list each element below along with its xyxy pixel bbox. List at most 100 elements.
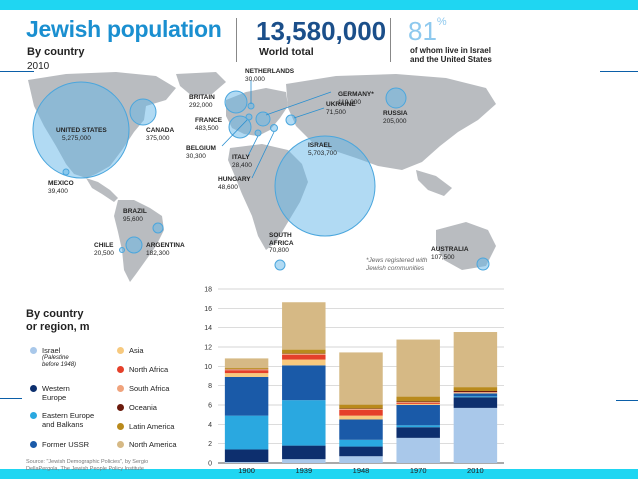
bubble-israel (274, 135, 376, 237)
label-britain: BRITAIN 292,000 (189, 94, 215, 109)
bar-segment (453, 332, 498, 388)
y-tick-label: 18 (204, 287, 212, 294)
legend-swatch (117, 423, 124, 430)
bubble-italy (254, 129, 262, 137)
left-rule (0, 71, 34, 72)
y-tick-label: 12 (204, 345, 212, 352)
leader-germany (265, 91, 332, 116)
bar-segment (282, 445, 326, 460)
map-footnote: *Jews registered with Jewish communities (366, 257, 428, 272)
y-tick-label: 4 (208, 422, 212, 429)
legend-item-former-ussr: Former USSR (30, 440, 89, 449)
legend-swatch (30, 347, 37, 354)
label-ukraine: UKRAINE 71,500 (326, 101, 356, 116)
x-tick-label: 1970 (410, 466, 427, 473)
bar-segment (396, 404, 440, 405)
label-mexico: MEXICO 39,400 (48, 180, 74, 195)
x-tick-label: 1948 (353, 466, 370, 473)
legend-item-north-africa: North Africa (117, 365, 168, 374)
bar-segment (224, 358, 269, 369)
bar-segment (339, 446, 383, 457)
bar-segment (224, 369, 269, 371)
bar-segment (396, 396, 440, 402)
legend-swatch (117, 385, 124, 392)
bar-segment (224, 373, 269, 377)
bubble-mexico (62, 168, 70, 176)
southeast-asia-land (416, 170, 452, 196)
x-tick-label: 1939 (295, 466, 312, 473)
bar-segment (282, 349, 326, 354)
bar-segment (339, 415, 383, 420)
legend-item-asia: Asia (117, 346, 144, 355)
bar-segment (282, 302, 326, 350)
bar-segment (282, 400, 326, 446)
label-canada: CANADA 375,000 (146, 127, 175, 142)
label-australia: AUSTRALIA 107,500 (431, 246, 469, 261)
page-title: Jewish population (26, 16, 222, 42)
bar-segment (339, 352, 383, 405)
bar-segment (339, 419, 383, 440)
legend-swatch (117, 347, 124, 354)
legend-swatch (30, 441, 37, 448)
header-divider-2 (390, 18, 391, 62)
bubble-russia (385, 87, 407, 109)
bar-segment (396, 403, 440, 405)
leader-italy (247, 135, 259, 157)
subtitle: By country (27, 46, 85, 58)
y-tick-label: 6 (208, 403, 212, 410)
legend-item-israel: Israel (Palestine before 1948) (30, 346, 76, 369)
label-chile: CHILE 20,500 (94, 242, 114, 257)
label-russia: RUSSIA 205,000 (383, 110, 408, 125)
legend-swatch (117, 404, 124, 411)
world-map-svg (28, 72, 496, 282)
bubble-belgium (245, 113, 253, 121)
year-label: 2010 (27, 61, 50, 72)
pct-value: 81% (408, 16, 447, 46)
bubble-germany (255, 111, 271, 127)
bar-segment (453, 387, 498, 391)
label-france: FRANCE 483,500 (195, 117, 223, 132)
bar-segment (453, 396, 498, 398)
bar-segment (224, 415, 269, 450)
header-divider-1 (236, 18, 237, 62)
bar-segment (396, 339, 440, 397)
bar-segment (282, 354, 326, 360)
bubble-chile (119, 247, 125, 253)
bar-segment (453, 407, 498, 463)
bubble-brazil (152, 222, 164, 234)
bar-segment (453, 390, 498, 393)
bar-segment (396, 437, 440, 463)
legend-item-oceania: Oceania (117, 403, 157, 412)
bar-segment (453, 393, 498, 397)
label-italy: ITALY 28,400 (232, 154, 252, 169)
bottom-accent-band (0, 469, 638, 479)
y-tick-label: 14 (204, 325, 212, 332)
world-total-label: World total (259, 46, 314, 58)
leader-lines (221, 80, 332, 179)
legend-item-eastern-europe: Eastern Europe and Balkans (30, 411, 94, 429)
bar-segment (339, 408, 383, 410)
bar-segment (224, 370, 269, 374)
y-tick-label: 8 (208, 383, 212, 390)
leader-hungary (251, 131, 275, 179)
bar-segment (396, 401, 440, 403)
stacked-bar-chart: 0 2 4 6 8 10 12 14 16 18 1900 1939 1948 1970 2010 (204, 287, 504, 473)
label-germany: GERMANY* 119,000 (338, 91, 374, 106)
bubble-argentina (125, 236, 143, 254)
label-israel: ISRAEL 5,703,700 (308, 142, 337, 157)
label-belgium: BELGIUM 30,300 (186, 145, 216, 160)
bar-segment (282, 365, 326, 401)
pct-label: of whom live in Israel and the United Sta… (410, 46, 492, 64)
bubble-canada (129, 98, 157, 126)
world-map: UNITED STATES 5,275,000 CANADA 375,000 MEX… (26, 68, 510, 284)
bar-segment (224, 376, 269, 416)
legend-swatch (117, 441, 124, 448)
bar-segment (282, 353, 326, 355)
bubble-britain (224, 90, 248, 114)
bar-segment (453, 397, 498, 408)
x-tick-label: 1900 (238, 466, 255, 473)
label-argentina: ARGENTINA 182,300 (146, 242, 185, 257)
bar-segment (396, 402, 440, 404)
bar-segment (282, 459, 326, 463)
legend-item-south-africa: South Africa (117, 384, 169, 393)
